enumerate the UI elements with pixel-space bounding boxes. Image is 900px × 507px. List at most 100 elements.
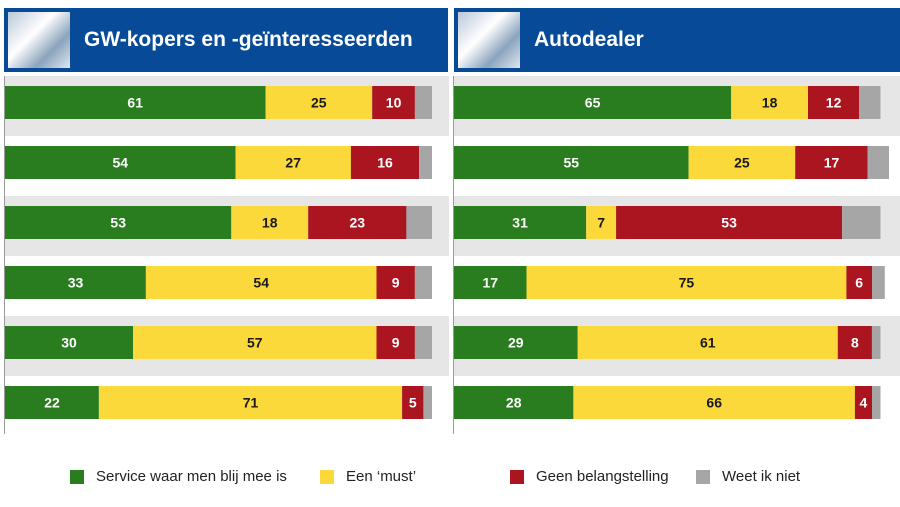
left-chart-axis [4, 76, 5, 434]
left-bar-must [235, 146, 351, 179]
dealer-meeting-photo [458, 12, 520, 68]
left-bar-weet [414, 86, 432, 119]
right-bar-service [454, 146, 689, 179]
left-bar-service [5, 326, 134, 359]
left-bar-geen [372, 86, 415, 119]
legend-swatch-geen [510, 470, 524, 484]
legend-label-service: Service waar men blij mee is [96, 468, 287, 485]
left-data-label-geen: 5 [409, 395, 417, 411]
left-data-label-service: 30 [61, 335, 77, 351]
left-data-label-service: 33 [68, 275, 84, 291]
left-data-label-must: 27 [285, 155, 301, 171]
left-data-label-geen: 9 [392, 335, 400, 351]
left-bar-must [98, 386, 403, 419]
left-panel-title: GW-kopers en -geïnteresseerden [84, 28, 413, 51]
right-bar-weet [872, 266, 885, 299]
right-bar-service [454, 86, 732, 119]
car-buyer-photo [8, 12, 70, 68]
left-bar-geen [350, 146, 420, 179]
right-bar-weet [872, 326, 881, 359]
legend-label-geen: Geen belangstelling [536, 468, 669, 485]
right-data-label-service: 31 [512, 215, 528, 231]
right-data-label-service: 29 [508, 335, 524, 351]
right-bar-must [577, 326, 838, 359]
right-data-label-geen: 6 [855, 275, 863, 291]
right-bar-weet [859, 86, 881, 119]
left-data-label-must: 57 [247, 335, 263, 351]
right-bar-service [454, 206, 587, 239]
right-data-label-service: 55 [564, 155, 580, 171]
left-data-label-must: 54 [253, 275, 269, 291]
right-chart-axis [453, 76, 454, 434]
left-bar-must [133, 326, 377, 359]
right-data-label-must: 66 [706, 395, 722, 411]
left-data-label-service: 54 [113, 155, 129, 171]
right-bar-geen [846, 266, 872, 299]
left-data-label-geen: 10 [386, 95, 402, 111]
legend-swatch-service [70, 470, 84, 484]
right-data-label-service: 28 [506, 395, 522, 411]
right-bar-weet [872, 386, 881, 419]
legend-label-weet: Weet ik niet [722, 468, 801, 485]
left-bar-weet [423, 386, 432, 419]
left-bar-geen [308, 206, 407, 239]
right-bar-must [586, 206, 617, 239]
left-bar-weet [414, 266, 432, 299]
right-data-label-geen: 4 [860, 395, 868, 411]
right-data-label-must: 61 [700, 335, 716, 351]
left-data-label-service: 61 [127, 95, 143, 111]
right-bar-weet [842, 206, 881, 239]
right-data-label-must: 75 [679, 275, 695, 291]
left-bar-weet [406, 206, 432, 239]
left-data-label-geen: 23 [350, 215, 366, 231]
right-data-label-geen: 17 [824, 155, 840, 171]
right-data-label-geen: 12 [826, 95, 842, 111]
right-data-label-geen: 8 [851, 335, 859, 351]
legend: Service waar men blij mee is Een ‘must’ … [0, 462, 900, 507]
left-bar-service [5, 86, 266, 119]
left-bar-service [5, 206, 232, 239]
right-bar-must [731, 86, 808, 119]
left-bar-geen [376, 266, 415, 299]
right-bar-service [454, 326, 578, 359]
left-bar-must [145, 266, 377, 299]
left-bar-service [5, 386, 99, 419]
left-bar-must [231, 206, 309, 239]
left-bar-service [5, 266, 146, 299]
right-bar-must [526, 266, 847, 299]
right-data-label-geen: 53 [721, 215, 737, 231]
right-bar-geen [795, 146, 868, 179]
legend-label-must: Een ‘must’ [346, 468, 417, 485]
left-bar-geen [376, 326, 415, 359]
right-bar-service [454, 386, 574, 419]
right-bar-must [688, 146, 796, 179]
left-data-label-service: 22 [44, 395, 60, 411]
left-data-label-must: 18 [262, 215, 278, 231]
left-bar-geen [402, 386, 424, 419]
left-bar-weet [414, 326, 432, 359]
right-bar-service [454, 266, 527, 299]
right-bar-must [573, 386, 855, 419]
left-data-label-geen: 9 [392, 275, 400, 291]
right-bar-geen [837, 326, 872, 359]
left-data-label-must: 25 [311, 95, 327, 111]
left-data-label-geen: 16 [377, 155, 393, 171]
right-bar-geen [854, 386, 872, 419]
legend-swatch-must [320, 470, 334, 484]
left-data-label-must: 71 [243, 395, 259, 411]
right-data-label-must: 25 [734, 155, 750, 171]
left-bar-service [5, 146, 236, 179]
left-panel-header: GW-kopers en -geïnteresseerden [4, 8, 448, 72]
right-bar-weet [867, 146, 889, 179]
right-data-label-service: 17 [483, 275, 499, 291]
stacked-bar-charts: 61 25 10 54 27 16 53 18 23 33 54 9 30 57 9 22 71 5 65 18 12 5… [4, 76, 900, 419]
legend-swatch-weet [696, 470, 710, 484]
right-data-label-service: 65 [585, 95, 601, 111]
left-data-label-service: 53 [110, 215, 126, 231]
left-bar-weet [419, 146, 432, 179]
right-bar-geen [808, 86, 860, 119]
left-bar-must [265, 86, 373, 119]
right-bar-geen [616, 206, 843, 239]
right-data-label-must: 7 [597, 215, 605, 231]
right-panel-header: Autodealer [454, 8, 900, 72]
